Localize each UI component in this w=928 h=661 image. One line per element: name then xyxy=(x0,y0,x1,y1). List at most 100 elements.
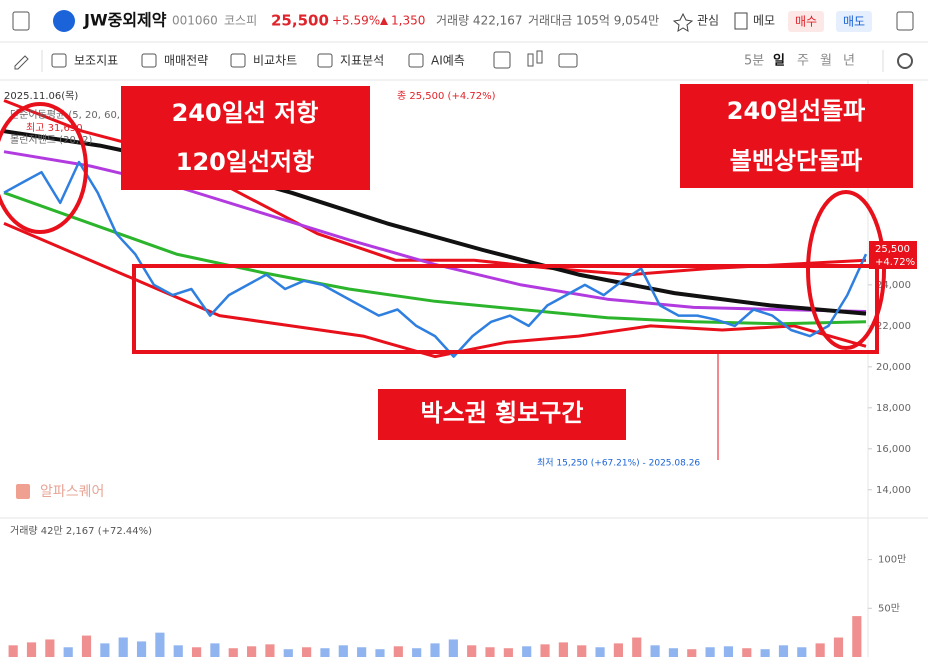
volume-bar xyxy=(26,642,37,657)
volume-bar xyxy=(723,646,734,657)
legend-bb: 볼린저밴드 (20, 2) xyxy=(10,134,93,146)
settings-icon[interactable] xyxy=(897,53,913,69)
checkbox-icon[interactable] xyxy=(493,51,511,69)
annotation: 120일선저항 xyxy=(176,148,314,176)
period-button[interactable]: 일 xyxy=(773,54,785,69)
volume-bar xyxy=(247,646,257,657)
sell-button[interactable]: 매도 xyxy=(843,15,865,29)
price-line xyxy=(3,160,868,358)
volume-bar xyxy=(393,646,403,657)
legend-date: 2025.11.06(목) xyxy=(4,90,78,102)
volume-bar xyxy=(448,639,458,657)
annotation: 볼밴상단돌파 xyxy=(730,147,862,175)
y-tick-label: 20,000 xyxy=(876,362,911,373)
period-button[interactable]: 월 xyxy=(820,54,832,69)
volume-bar xyxy=(265,644,275,657)
volume-bar xyxy=(228,648,238,657)
period-button[interactable]: 5분 xyxy=(744,54,764,69)
volume-bar xyxy=(540,644,550,657)
volume-bar xyxy=(430,643,440,657)
up-arrow xyxy=(380,17,388,25)
price-tag-value: 25,500 xyxy=(875,244,910,255)
volume-bar xyxy=(632,637,642,657)
tool-icon xyxy=(408,53,424,68)
price-tag xyxy=(869,241,917,269)
amount: 거래대금 105억 9,054만 xyxy=(528,14,659,28)
annotation: 240일선돌파 xyxy=(727,97,865,125)
legend-high: 최고 31,650 xyxy=(26,122,83,134)
buy-bg[interactable] xyxy=(788,11,824,32)
circle-marker xyxy=(0,102,88,234)
volume-bar xyxy=(283,649,293,657)
tool-icon xyxy=(230,53,246,68)
bb-lower-line xyxy=(3,222,867,359)
draw-icon[interactable] xyxy=(14,55,29,70)
tool-button[interactable]: 지표분석 xyxy=(340,54,384,68)
y-tick-label: 22,000 xyxy=(876,321,911,332)
y-tick-label: 18,000 xyxy=(876,403,911,414)
low-label: 최저 15,250 (+67.21%) - 2025.08.26 xyxy=(537,458,700,469)
volume-bar xyxy=(852,616,862,657)
volume-bar xyxy=(742,648,752,657)
y-tick-label: 14,000 xyxy=(876,485,911,496)
tool-button[interactable]: 매매전략 xyxy=(164,54,208,68)
tool-icon xyxy=(141,53,157,68)
volume-tick-label: 50만 xyxy=(878,602,900,614)
buy-button[interactable]: 매수 xyxy=(795,15,817,29)
volume-bar xyxy=(650,645,660,657)
volume-bar xyxy=(485,647,495,657)
volume-bar xyxy=(467,645,477,657)
volume-bar xyxy=(668,648,679,657)
memo-button[interactable]: 메모 xyxy=(753,14,775,28)
brand-logo xyxy=(16,484,30,499)
tool-button[interactable]: AI예측 xyxy=(431,54,465,68)
stock-code: 001060 xyxy=(172,14,218,28)
tool-button[interactable]: 비교차트 xyxy=(253,54,297,68)
candle-icon[interactable] xyxy=(527,53,534,67)
star-icon[interactable] xyxy=(672,12,694,32)
period-button[interactable]: 주 xyxy=(797,54,809,69)
volume-bar xyxy=(302,647,312,657)
camera-icon[interactable] xyxy=(558,53,578,68)
volume-bar xyxy=(8,645,18,657)
volume-bar xyxy=(778,645,789,657)
annotation: 240일선 저항 xyxy=(172,99,319,127)
volume-bar xyxy=(338,645,348,657)
volume-bar xyxy=(797,647,807,657)
volume-bar xyxy=(577,645,587,657)
volume-bar xyxy=(81,635,92,657)
legend-close: 종 25,500 (+4.72%) xyxy=(397,90,496,102)
period-button[interactable]: 년 xyxy=(843,54,855,69)
price: 25,500 xyxy=(271,12,329,30)
volume-bar xyxy=(595,647,605,657)
volume-bar xyxy=(357,647,367,657)
change: 1,350 xyxy=(391,14,425,28)
volume-legend: 거래량 42만 2,167 (+72.44%) xyxy=(10,525,152,537)
market: 코스피 xyxy=(224,14,257,28)
price-tag-pct: +4.72% xyxy=(875,257,915,268)
annotation-box xyxy=(121,86,370,190)
brand: 알파스퀘어 xyxy=(40,484,104,500)
y-tick-label: 16,000 xyxy=(876,444,911,455)
volume: 거래량 422,167 xyxy=(436,14,523,28)
sidebar-icon[interactable] xyxy=(12,11,30,31)
sell-bg[interactable] xyxy=(836,11,872,32)
change-pct: +5.59% xyxy=(332,14,380,28)
volume-bar xyxy=(412,648,422,657)
tool-icon xyxy=(317,53,333,68)
annotation-box xyxy=(378,389,626,440)
panel-icon[interactable] xyxy=(896,11,914,31)
stock-name: JW중외제약 xyxy=(83,11,167,30)
volume-bar xyxy=(136,641,147,657)
candle-icon xyxy=(536,50,543,64)
volume-bar xyxy=(375,649,385,657)
volume-bar xyxy=(705,647,715,657)
annotation: 박스권 횡보구간 xyxy=(421,399,584,427)
tool-button[interactable]: 보조지표 xyxy=(74,54,118,68)
watch-button[interactable]: 관심 xyxy=(697,14,719,28)
volume-bar xyxy=(522,646,532,657)
volume-tick-label: 100만 xyxy=(878,554,906,566)
volume-bar xyxy=(833,637,844,657)
tool-icon xyxy=(51,53,67,68)
